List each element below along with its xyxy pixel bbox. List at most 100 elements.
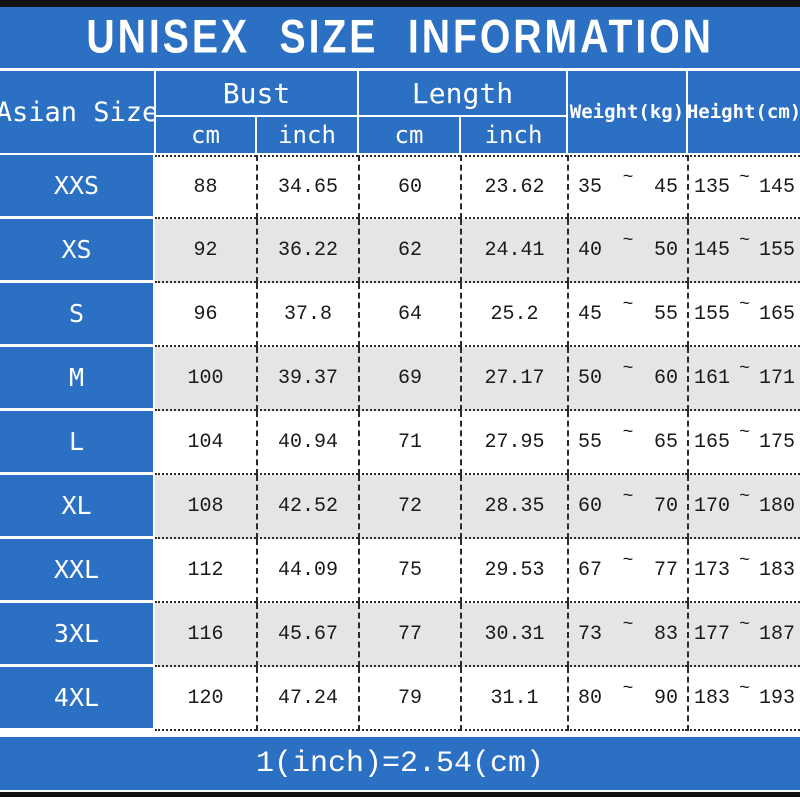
- table-row-xl: XL 108 42.52 72 28.35 60 ~ 70 170 ~ 180: [0, 475, 800, 539]
- weight-range: 45 ~ 55: [567, 283, 687, 347]
- tilde-glyph: ~: [622, 679, 634, 699]
- tilde-glyph: ~: [739, 295, 750, 315]
- bust-inch-value: 37.8: [256, 283, 358, 347]
- bust-cm-value: 100: [155, 347, 256, 411]
- weight-min: 50: [578, 366, 603, 390]
- height-min: 177: [694, 622, 731, 646]
- height-range: 165 ~ 175: [687, 411, 800, 475]
- height-max: 171: [758, 366, 795, 390]
- bust-inch-value: 47.24: [256, 667, 358, 731]
- bottom-border-bar: [0, 792, 800, 797]
- tilde-glyph: ~: [622, 487, 634, 507]
- length-inch-value: 23.62: [460, 155, 567, 219]
- footer-gap: [0, 731, 800, 737]
- weight-range: 50 ~ 60: [567, 347, 687, 411]
- bust-cm-value: 116: [155, 603, 256, 667]
- weight-range: 55 ~ 65: [567, 411, 687, 475]
- weight-min: 60: [578, 494, 603, 518]
- height-max: 180: [758, 494, 795, 518]
- table-header: Asian Size Bust Length Weight(kg) Height…: [0, 71, 800, 155]
- size-label: XS: [0, 219, 155, 283]
- weight-range: 40 ~ 50: [567, 219, 687, 283]
- height-min: 165: [694, 430, 731, 454]
- page-title: UNISEX SIZE INFORMATION: [86, 10, 714, 63]
- bust-inch-value: 36.22: [256, 219, 358, 283]
- length-cm-value: 79: [358, 667, 460, 731]
- length-cm-value: 71: [358, 411, 460, 475]
- column-header-length: Length: [359, 71, 566, 115]
- height-range: 155 ~ 165: [687, 283, 800, 347]
- height-max: 187: [758, 622, 795, 646]
- column-header-weight: Weight(kg): [568, 71, 686, 153]
- column-header-bust: Bust: [156, 71, 357, 115]
- weight-min: 67: [578, 558, 603, 582]
- subheader-length-inch: inch: [461, 117, 566, 153]
- height-min: 170: [694, 494, 731, 518]
- tilde-glyph: ~: [739, 359, 750, 379]
- height-min: 155: [694, 302, 731, 326]
- height-range: 170 ~ 180: [687, 475, 800, 539]
- title-bar: UNISEX SIZE INFORMATION: [0, 7, 800, 71]
- tilde-glyph: ~: [739, 615, 750, 635]
- tilde-glyph: ~: [622, 423, 634, 443]
- weight-range: 80 ~ 90: [567, 667, 687, 731]
- bust-cm-value: 96: [155, 283, 256, 347]
- length-inch-value: 27.95: [460, 411, 567, 475]
- top-border-bar: [0, 0, 800, 7]
- size-label: XL: [0, 475, 155, 539]
- weight-max: 60: [653, 366, 678, 390]
- weight-range: 35 ~ 45: [567, 155, 687, 219]
- length-cm-value: 75: [358, 539, 460, 603]
- weight-range: 60 ~ 70: [567, 475, 687, 539]
- size-label: XXL: [0, 539, 155, 603]
- tilde-glyph: ~: [739, 551, 750, 571]
- weight-min: 55: [578, 430, 603, 454]
- bust-cm-value: 104: [155, 411, 256, 475]
- length-inch-value: 25.2: [460, 283, 567, 347]
- weight-range: 73 ~ 83: [567, 603, 687, 667]
- table-row-3xl: 3XL 116 45.67 77 30.31 73 ~ 83 177 ~ 187: [0, 603, 800, 667]
- tilde-glyph: ~: [622, 231, 634, 251]
- bust-inch-value: 40.94: [256, 411, 358, 475]
- table-row-xxl: XXL 112 44.09 75 29.53 67 ~ 77 173 ~ 183: [0, 539, 800, 603]
- length-cm-value: 69: [358, 347, 460, 411]
- weight-min: 35: [578, 175, 603, 199]
- table-body: XXS 88 34.65 60 23.62 35 ~ 45 135 ~ 145 …: [0, 155, 800, 731]
- bust-cm-value: 112: [155, 539, 256, 603]
- tilde-glyph: ~: [622, 168, 634, 188]
- subheader-bust-cm: cm: [156, 117, 255, 153]
- height-min: 183: [694, 686, 731, 710]
- bust-cm-value: 108: [155, 475, 256, 539]
- weight-max: 55: [653, 302, 678, 326]
- conversion-note-bar: 1(inch)=2.54(cm): [0, 737, 800, 790]
- weight-max: 77: [653, 558, 678, 582]
- size-label: 3XL: [0, 603, 155, 667]
- height-min: 145: [694, 238, 731, 262]
- size-label: S: [0, 283, 155, 347]
- bust-inch-value: 39.37: [256, 347, 358, 411]
- bust-cm-value: 92: [155, 219, 256, 283]
- height-max: 155: [758, 238, 795, 262]
- tilde-glyph: ~: [622, 295, 634, 315]
- height-range: 135 ~ 145: [687, 155, 800, 219]
- tilde-glyph: ~: [739, 423, 750, 443]
- height-max: 175: [758, 430, 795, 454]
- length-cm-value: 62: [358, 219, 460, 283]
- height-max: 145: [758, 175, 795, 199]
- height-max: 183: [758, 558, 795, 582]
- conversion-note: 1(inch)=2.54(cm): [255, 746, 545, 781]
- weight-range: 67 ~ 77: [567, 539, 687, 603]
- tilde-glyph: ~: [739, 487, 750, 507]
- height-range: 173 ~ 183: [687, 539, 800, 603]
- height-min: 173: [694, 558, 731, 582]
- length-inch-value: 30.31: [460, 603, 567, 667]
- table-row-4xl: 4XL 120 47.24 79 31.1 80 ~ 90 183 ~ 193: [0, 667, 800, 731]
- height-max: 165: [758, 302, 795, 326]
- weight-min: 80: [578, 686, 603, 710]
- height-range: 177 ~ 187: [687, 603, 800, 667]
- length-inch-value: 24.41: [460, 219, 567, 283]
- subheader-length-cm: cm: [359, 117, 459, 153]
- height-min: 161: [694, 366, 731, 390]
- tilde-glyph: ~: [622, 551, 634, 571]
- weight-max: 65: [653, 430, 678, 454]
